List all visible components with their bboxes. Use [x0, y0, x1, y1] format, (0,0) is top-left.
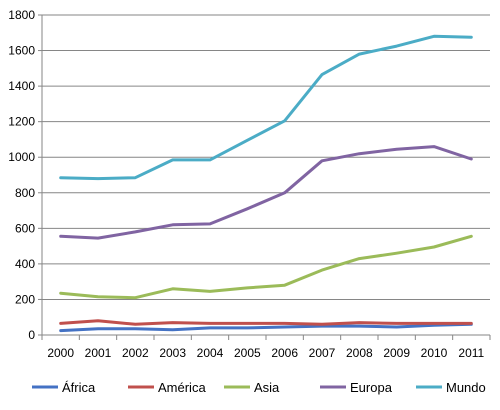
y-tick-label: 600: [15, 221, 35, 235]
legend: África América Asia Europa Mundo: [32, 380, 486, 395]
y-tick-label: 1400: [8, 79, 35, 93]
x-tick-label: 2010: [421, 346, 448, 360]
y-tick-label: 400: [15, 257, 35, 271]
y-tick-label: 1800: [8, 8, 35, 22]
y-tick-label: 0: [28, 328, 35, 342]
y-axis-tick-labels: 0 200 400 600 800 1000 1200 1400 1600 1800: [8, 8, 35, 342]
legend-label-américa: América: [158, 380, 206, 395]
x-tick-label: 2001: [85, 346, 112, 360]
x-tick-label: 2006: [271, 346, 298, 360]
x-tick-label: 2004: [197, 346, 224, 360]
legend-label-áfrica: África: [62, 380, 96, 395]
axes: [38, 14, 491, 340]
x-tick-label: 2011: [458, 346, 484, 360]
series-line-américa: [59, 319, 473, 326]
series-line-europa: [59, 145, 473, 240]
x-tick-label: 2002: [122, 346, 149, 360]
series-line-áfrica: [59, 322, 473, 333]
y-tick-label: 1200: [8, 115, 35, 129]
y-tick-label: 1600: [8, 44, 35, 58]
x-tick-label: 2000: [47, 346, 74, 360]
y-tick-label: 800: [15, 186, 35, 200]
gridlines: [42, 14, 490, 300]
legend-label-mundo: Mundo: [446, 380, 486, 395]
legend-label-asia: Asia: [254, 380, 280, 395]
x-tick-label: 2005: [234, 346, 261, 360]
x-axis-tick-labels: 2000 2001 2002 2003 2004 2005 2006 2007 2008 2009…: [47, 346, 484, 360]
legend-label-europa: Europa: [350, 380, 393, 395]
y-tick-label: 200: [15, 292, 35, 306]
series-lines: [59, 34, 473, 333]
series-line-mundo: [59, 34, 473, 181]
x-tick-label: 2003: [159, 346, 186, 360]
x-tick-label: 2009: [383, 346, 410, 360]
series-line-asia: [59, 234, 473, 300]
x-tick-label: 2008: [346, 346, 373, 360]
y-tick-label: 1000: [8, 150, 35, 164]
x-tick-label: 2007: [309, 346, 336, 360]
